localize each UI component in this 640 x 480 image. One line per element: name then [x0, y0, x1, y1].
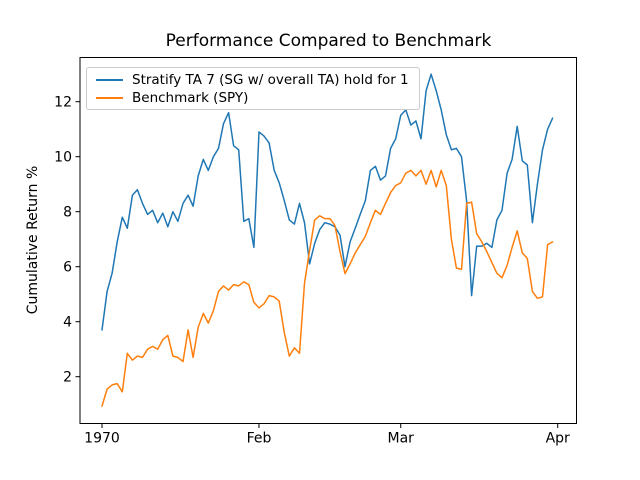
series-line-stratify [101, 73, 554, 331]
y-tick-label: 8 [63, 205, 72, 221]
stratify-line-swatch-icon [96, 79, 123, 81]
plot-frame [79, 57, 577, 424]
x-tick-label: Apr [546, 431, 570, 447]
y-tick-label: 2 [63, 370, 72, 386]
x-tick-label: Feb [247, 431, 272, 447]
legend-label-stratify: Stratify TA 7 (SG w/ overall TA) hold fo… [132, 72, 409, 88]
benchmark-line-swatch-icon [96, 97, 123, 99]
y-tick-label: 12 [54, 95, 72, 111]
y-tick-label: 4 [63, 315, 72, 331]
series-line-benchmark [101, 169, 554, 407]
x-tick-label: Mar [388, 431, 415, 447]
y-tick-label: 6 [63, 260, 72, 276]
y-tick-label: 10 [54, 150, 72, 166]
x-tick-label: 1970 [84, 431, 120, 447]
chart-title: Performance Compared to Benchmark [165, 31, 492, 51]
legend-item-stratify: Stratify TA 7 (SG w/ overall TA) hold fo… [96, 71, 411, 89]
legend-item-benchmark: Benchmark (SPY) [96, 89, 411, 107]
legend-label-benchmark: Benchmark (SPY) [132, 90, 249, 106]
legend: Stratify TA 7 (SG w/ overall TA) hold fo… [86, 67, 420, 110]
